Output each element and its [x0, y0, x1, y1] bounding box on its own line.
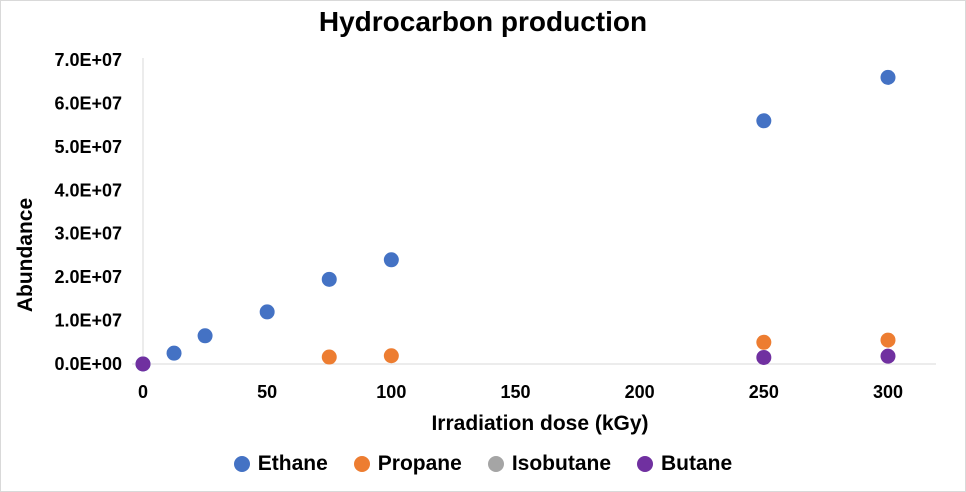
propane-point	[756, 334, 772, 350]
legend-label: Butane	[661, 452, 733, 475]
y-tick-label: 2.0E+07	[54, 267, 122, 287]
legend-label: Propane	[377, 452, 462, 475]
ethane-point	[756, 113, 772, 129]
y-tick-label: 0.0E+00	[54, 354, 122, 374]
propane-point	[383, 348, 399, 364]
ethane-point	[166, 345, 182, 361]
x-tick-label: 250	[749, 382, 779, 402]
y-tick-label: 5.0E+07	[54, 137, 122, 157]
legend-swatch	[637, 456, 654, 472]
y-tick-label: 6.0E+07	[54, 93, 122, 113]
legend-label: Isobutane	[511, 452, 612, 475]
legend-item-isobutane: Isobutane	[487, 452, 612, 476]
ethane-point	[321, 271, 337, 287]
y-tick-label: 4.0E+07	[54, 180, 122, 200]
x-axis-title: Irradiation dose (kGy)	[431, 412, 648, 435]
legend-item-propane: Propane	[353, 452, 462, 476]
legend-item-butane: Butane	[637, 452, 732, 476]
legend-item-ethane: Ethane	[233, 452, 328, 476]
y-tick-labels: 0.0E+00 1.0E+07 2.0E+07 3.0E+07 4.0E+07 5.0E+…	[54, 50, 122, 374]
chart-title: Hydrocarbon production	[318, 6, 648, 37]
legend-swatch	[353, 456, 370, 472]
data-points	[135, 69, 896, 372]
ethane-point	[259, 304, 275, 320]
y-tick-label: 1.0E+07	[54, 311, 122, 331]
x-tick-label: 200	[625, 382, 655, 402]
y-tick-label: 7.0E+07	[54, 50, 122, 70]
ethane-point	[383, 252, 399, 268]
legend-label: Ethane	[257, 452, 328, 475]
axes	[132, 58, 936, 365]
x-tick-label: 300	[873, 382, 903, 402]
legend-swatch	[487, 456, 504, 472]
propane-point	[880, 332, 896, 348]
y-axis-title: Abundance	[14, 198, 37, 312]
butane-point	[880, 348, 896, 364]
x-tick-labels: 0 50 100 150 200 250 300	[138, 382, 903, 402]
butane-point	[756, 349, 772, 365]
x-tick-label: 0	[138, 382, 148, 402]
x-tick-label: 50	[257, 382, 277, 402]
legend: Ethane Propane Isobutane Butane	[0, 452, 966, 476]
legend-swatch	[233, 456, 250, 472]
y-tick-label: 3.0E+07	[54, 224, 122, 244]
ethane-point	[197, 328, 213, 344]
x-tick-label: 150	[500, 382, 530, 402]
ethane-point	[880, 69, 896, 85]
butane-point	[135, 356, 151, 372]
x-tick-label: 100	[376, 382, 406, 402]
propane-point	[321, 349, 337, 365]
